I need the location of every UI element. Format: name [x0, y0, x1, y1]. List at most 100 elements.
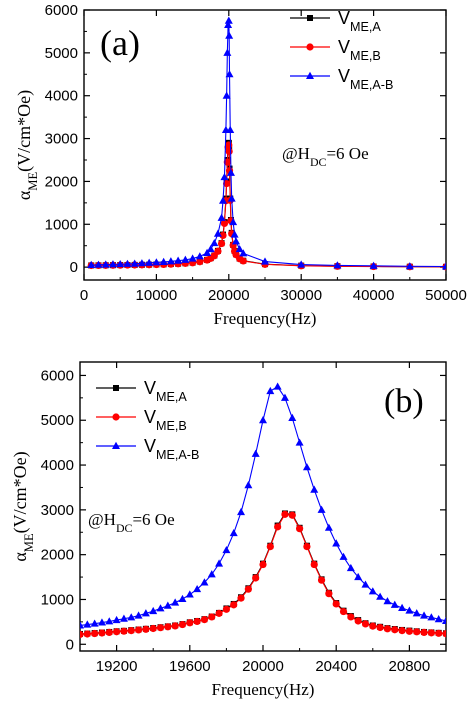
annotation: @HDC=6 Oe: [88, 510, 175, 535]
data-point-2: [376, 592, 385, 600]
data-point-2: [383, 597, 392, 605]
data-point-1: [435, 629, 443, 637]
data-point-1: [252, 574, 260, 582]
data-point-2: [225, 31, 234, 39]
data-point-2: [229, 217, 238, 226]
y-tick-label: 3000: [45, 131, 78, 148]
data-point-2: [193, 584, 202, 593]
data-point-2: [137, 259, 146, 267]
data-point-1: [281, 510, 289, 518]
y-tick-label: 3000: [41, 502, 74, 519]
data-point-1: [376, 623, 384, 632]
legend-marker: [306, 71, 314, 79]
y-tick-label: 0: [66, 636, 74, 653]
legend-marker: [112, 441, 120, 449]
y-axis-title: αME(V/cm*Oe): [10, 451, 36, 561]
data-point-1: [230, 601, 238, 609]
data-point-2: [273, 382, 282, 390]
data-point-1: [223, 179, 231, 188]
annotation: @HDC=6 Oe: [282, 144, 369, 169]
data-point-2: [222, 545, 231, 554]
y-axis-title-group: αME(V/cm*Oe): [14, 90, 40, 200]
data-point-2: [134, 611, 143, 619]
data-point-2: [207, 570, 216, 578]
data-point-2: [280, 393, 289, 401]
data-point-2: [141, 609, 150, 617]
data-point-1: [310, 560, 318, 569]
data-point-2: [188, 254, 197, 262]
data-point-1: [259, 560, 267, 569]
data-point-2: [239, 249, 248, 257]
panel-a: 0 10000 20000 30000 40000 50000 0 1000 2000 3000 4…: [14, 2, 467, 328]
data-point-1: [237, 594, 245, 602]
data-point-2: [108, 260, 117, 268]
data-point-2: [156, 604, 165, 612]
data-point-1: [83, 630, 91, 638]
data-point-2: [427, 613, 436, 621]
data-point-1: [208, 613, 216, 621]
y-tick-label: 2000: [45, 173, 78, 190]
data-point-1: [325, 590, 333, 598]
data-point-1: [222, 605, 230, 613]
data-point-1: [196, 258, 204, 266]
data-point-2: [235, 244, 244, 253]
data-point-2: [145, 258, 154, 266]
data-point-1: [156, 624, 165, 632]
data-point-2: [412, 609, 421, 617]
data-point-2: [232, 237, 241, 245]
data-point-2: [369, 261, 378, 269]
data-point-1: [398, 627, 406, 635]
series-line-1: [91, 144, 446, 268]
y-tick-label: 2000: [41, 547, 74, 564]
data-point-2: [206, 244, 215, 253]
data-point-2: [346, 563, 355, 572]
data-point-2: [171, 598, 180, 606]
data-point-2: [224, 20, 233, 28]
data-point-2: [210, 238, 219, 247]
legend-label: VME,A: [338, 8, 381, 34]
data-point-1: [332, 600, 340, 608]
data-point-1: [149, 624, 157, 633]
data-point-2: [166, 257, 175, 265]
series-layer: [87, 16, 446, 271]
data-point-2: [266, 386, 275, 395]
legend-label: VME,B: [144, 407, 187, 433]
data-point-2: [90, 619, 99, 627]
data-point-2: [434, 614, 443, 623]
panel-label: (b): [384, 383, 424, 420]
data-point-2: [222, 91, 231, 99]
data-point-1: [442, 630, 446, 638]
data-point-2: [302, 463, 311, 471]
data-point-1: [288, 511, 296, 519]
data-point-1: [317, 576, 326, 584]
y-tick-label: 1000: [45, 216, 78, 233]
x-tick-label: 19600: [169, 658, 211, 675]
data-point-2: [87, 260, 96, 268]
data-point-2: [251, 449, 260, 457]
y-tick-label: 1000: [41, 591, 74, 608]
data-point-2: [119, 614, 128, 622]
x-tick-label: 10000: [136, 287, 178, 304]
legend-marker: [306, 43, 314, 51]
data-point-1: [225, 141, 233, 149]
data-point-2: [310, 485, 319, 493]
data-point-1: [339, 607, 348, 616]
y-tick-label: 6000: [45, 2, 78, 19]
data-point-1: [127, 627, 135, 635]
data-point-2: [420, 611, 429, 619]
x-axis-title: Frequency(Hz): [214, 309, 317, 328]
data-point-2: [227, 194, 236, 202]
data-point-2: [223, 48, 232, 56]
data-point-2: [94, 260, 103, 268]
series-line-0: [91, 142, 446, 268]
data-point-2: [127, 613, 136, 621]
data-point-1: [120, 627, 128, 635]
data-point-2: [244, 481, 253, 489]
y-axis-title-group: αME(V/cm*Oe): [10, 451, 36, 561]
panel-label: (a): [100, 23, 140, 63]
y-tick-label: 5000: [41, 412, 74, 429]
data-point-1: [413, 628, 421, 636]
data-point-1: [178, 620, 187, 629]
data-point-1: [171, 622, 179, 630]
